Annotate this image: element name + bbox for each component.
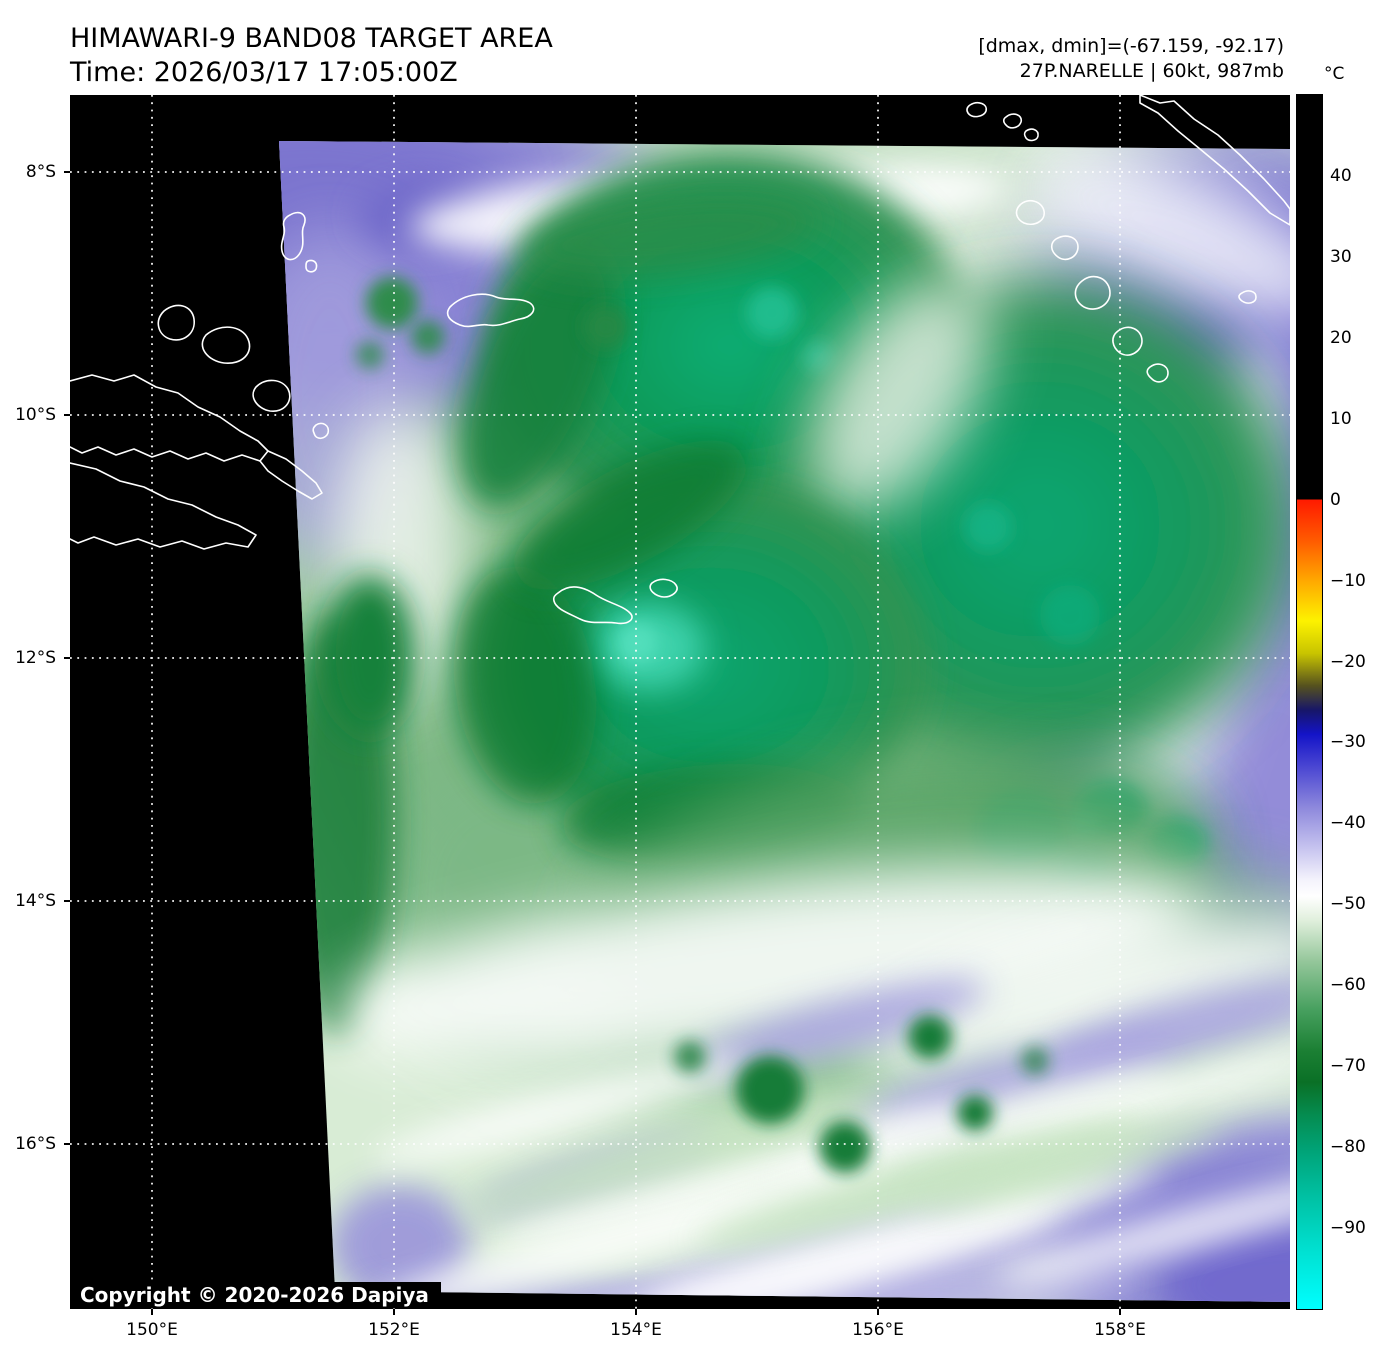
island-newgeorgia-2 [1050, 235, 1079, 261]
coastline-png-south [70, 462, 257, 550]
colorbar-tick-label: −30 [1330, 732, 1366, 753]
lat-tick-label: 16°S [15, 1134, 56, 1154]
colorbar-ticks: 40 30 20 10 0 −10 −20 −30 −40 −50 −60 −70 −80 −90 [1330, 95, 1386, 1309]
island-goodenough [157, 304, 195, 341]
lat-tick-mark [64, 414, 70, 416]
colorbar-tick-label: −40 [1330, 813, 1366, 834]
latitude-axis-labels: 8°S 10°S 12°S 14°S 16°S [0, 0, 62, 1359]
island-islet-left [312, 422, 330, 440]
satellite-map-plot [70, 95, 1290, 1309]
island-islet-purple [1238, 290, 1257, 304]
island-santa-isabel [1139, 95, 1290, 226]
lon-tick-label: 150°E [126, 1320, 178, 1340]
dmax-dmin-annotation: [dmax, dmin]=(-67.159, -92.17) [978, 35, 1284, 57]
island-rossel [649, 578, 678, 598]
island-newgeorgia-1 [1015, 199, 1045, 226]
lon-tick-mark [635, 1309, 637, 1315]
colorbar-tick-label: −70 [1330, 1056, 1366, 1077]
island-normanby [252, 379, 291, 412]
satellite-image [70, 95, 1290, 1309]
lat-tick-label: 12°S [15, 648, 56, 668]
island-newgeorgia-5 [1146, 363, 1169, 383]
page-title: HIMAWARI-9 BAND08 TARGET AREA [70, 23, 553, 54]
colorbar-tick-label: −20 [1330, 651, 1366, 672]
island-islet-top-3 [1023, 128, 1039, 142]
colorbar-gradient [1296, 94, 1323, 1310]
lon-tick-label: 158°E [1094, 1320, 1146, 1340]
colorbar-unit-label: °C [1324, 64, 1345, 84]
colorbar-tick-label: −10 [1330, 570, 1366, 591]
colorbar-tick-label: −60 [1330, 975, 1366, 996]
cloud-art-layer [279, 141, 1290, 1302]
island-newgeorgia-4 [1112, 326, 1143, 356]
colorbar-tick-label: −50 [1330, 894, 1366, 915]
lat-lon-gridlines [70, 95, 1290, 1309]
island-islet-top-1 [966, 102, 988, 118]
longitude-axis-labels: 150°E 152°E 154°E 156°E 158°E [0, 1320, 1388, 1344]
colorbar-tick-label: 40 [1330, 165, 1352, 186]
colorbar-tick-label: −80 [1330, 1137, 1366, 1158]
lat-tick-label: 14°S [15, 891, 56, 911]
lat-tick-mark [64, 900, 70, 902]
lat-tick-mark [64, 1143, 70, 1145]
storm-info-annotation: 27P.NARELLE | 60kt, 987mb [1019, 60, 1284, 82]
lat-tick-mark [64, 657, 70, 659]
lon-tick-mark [877, 1309, 879, 1315]
coastline-png-tail [259, 450, 323, 500]
copyright-badge: Copyright © 2020-2026 Dapiya [70, 1282, 441, 1308]
lat-tick-label: 10°S [15, 405, 56, 425]
colorbar-tick-label: 10 [1330, 408, 1352, 429]
colorbar-tick-label: 30 [1330, 246, 1352, 267]
lat-tick-label: 8°S [25, 162, 56, 182]
island-woodlark [446, 293, 535, 328]
island-newgeorgia-3 [1074, 275, 1111, 310]
island-tagula [552, 586, 633, 625]
lon-tick-mark [1119, 1309, 1121, 1315]
lon-tick-label: 156°E [852, 1320, 904, 1340]
lon-tick-mark [393, 1309, 395, 1315]
lon-tick-label: 152°E [368, 1320, 420, 1340]
lon-tick-mark [151, 1309, 153, 1315]
coastline-outlines [70, 95, 1290, 625]
island-kiriwina-islet [305, 259, 318, 273]
island-fergusson [201, 326, 251, 364]
colorbar-tick-label: 0 [1330, 489, 1341, 510]
island-kiriwina [280, 211, 306, 261]
lon-tick-label: 154°E [610, 1320, 662, 1340]
timestamp-line: Time: 2026/03/17 17:05:00Z [70, 57, 458, 88]
colorbar-tick-label: −90 [1330, 1218, 1366, 1239]
colorbar-tick-label: 20 [1330, 327, 1352, 348]
lat-tick-mark [64, 171, 70, 173]
island-islet-top-2 [1002, 113, 1023, 129]
